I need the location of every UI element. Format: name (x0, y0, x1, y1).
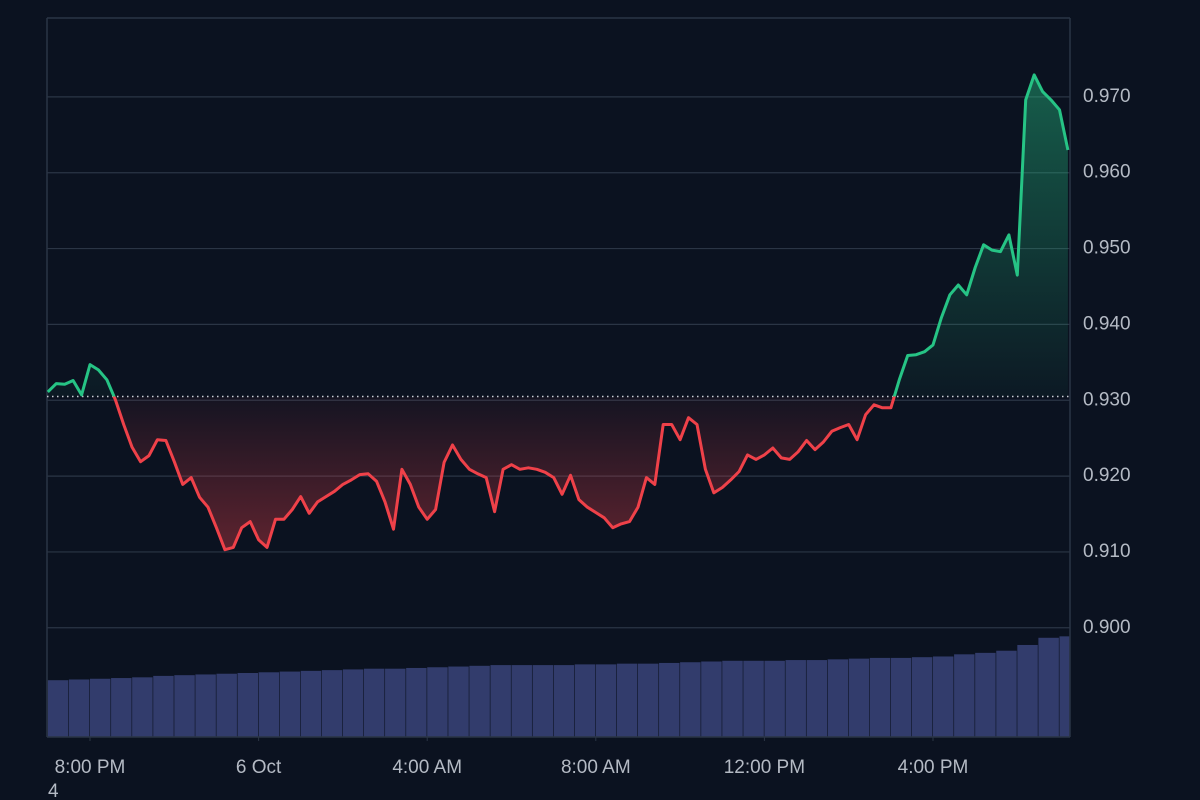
volume-bar (890, 657, 912, 737)
x-tick-label: 6 Oct (236, 757, 282, 778)
volume-bar (680, 662, 701, 737)
volume-bar (785, 660, 806, 737)
volume-bar (933, 656, 954, 737)
volume-bar (490, 665, 511, 737)
volume-bar (237, 673, 258, 737)
volume-bar (427, 667, 448, 737)
volume-bar (89, 678, 111, 737)
volume-bar (975, 652, 996, 737)
volume-bar (1038, 637, 1059, 737)
volume-bar (47, 680, 69, 737)
volume-bar (743, 660, 764, 737)
volume-bar (342, 669, 364, 737)
volume-bar (448, 666, 469, 737)
stray-text: 4 (48, 781, 59, 800)
volume-bar (216, 673, 237, 737)
volume-bar (532, 665, 554, 737)
volume-bar (111, 678, 132, 737)
volume-bar (595, 664, 617, 737)
volume-bar (195, 674, 216, 737)
y-tick-label: 0.930 (1083, 389, 1131, 410)
volume-bar (300, 670, 322, 737)
x-tick-label: 8:00 PM (55, 757, 126, 778)
volume-bar (574, 664, 596, 737)
y-tick-label: 0.950 (1083, 238, 1131, 259)
y-tick-label: 0.940 (1083, 313, 1131, 334)
volume-bar (174, 675, 195, 737)
volume-bar (848, 658, 870, 737)
volume-bar (1059, 636, 1070, 737)
x-tick-label: 8:00 AM (561, 757, 631, 778)
volume-bar (616, 663, 638, 737)
volume-bar (637, 663, 659, 737)
volume-bar (258, 672, 280, 737)
volume-bar (911, 657, 933, 737)
y-tick-label: 0.910 (1083, 541, 1131, 562)
volume-bar (764, 660, 785, 737)
volume-bar (363, 668, 385, 737)
volume-bar (68, 679, 90, 737)
volume-bar (869, 657, 891, 737)
y-tick-label: 0.920 (1083, 465, 1131, 486)
volume-bar (553, 665, 575, 737)
volume-bar (279, 671, 301, 737)
volume-bar (827, 659, 849, 737)
volume-bar (385, 668, 406, 737)
volume-bar (153, 675, 174, 737)
y-tick-label: 0.970 (1083, 86, 1131, 107)
volume-bar (659, 662, 680, 737)
volume-bar (996, 650, 1017, 737)
x-tick-label: 12:00 PM (724, 757, 805, 778)
price-line (46, 73, 1070, 552)
volume-bar (1017, 644, 1038, 737)
volume-bar (806, 660, 828, 737)
volume-bar (469, 665, 490, 737)
volume-bar (132, 677, 153, 737)
x-tick-label: 4:00 AM (392, 757, 462, 778)
volume-bar (511, 665, 532, 737)
volume-bar (321, 670, 343, 737)
y-tick-label: 0.960 (1083, 162, 1131, 183)
volume-bar (406, 667, 427, 737)
y-tick-label: 0.900 (1083, 617, 1131, 638)
volume-bar (722, 660, 743, 737)
volume-bar (954, 654, 975, 737)
area-fill (47, 74, 1068, 550)
volume-bar (701, 661, 722, 737)
x-tick-label: 4:00 PM (898, 757, 969, 778)
